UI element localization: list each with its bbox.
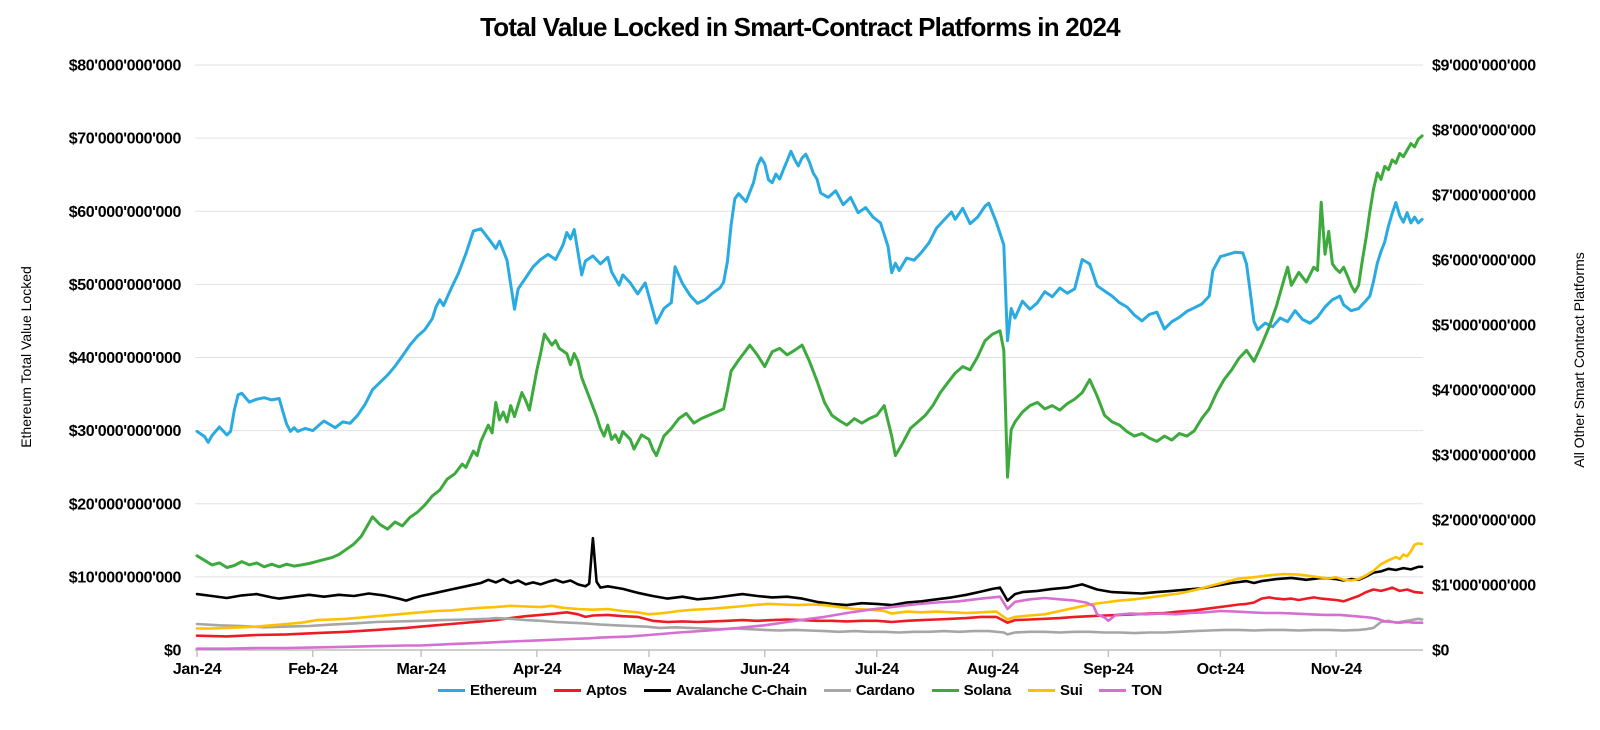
legend-label: TON — [1131, 682, 1162, 699]
svg-text:$0: $0 — [164, 643, 181, 660]
svg-text:$20'000'000'000: $20'000'000'000 — [69, 496, 182, 513]
svg-text:$9'000'000'000: $9'000'000'000 — [1432, 58, 1536, 75]
svg-text:May-24: May-24 — [623, 661, 675, 678]
legend-label: Solana — [963, 682, 1012, 699]
svg-text:$50'000'000'000: $50'000'000'000 — [69, 277, 182, 294]
legend-label: Ethereum — [470, 682, 537, 699]
svg-text:$8'000'000'000: $8'000'000'000 — [1432, 123, 1536, 140]
svg-text:$5'000'000'000: $5'000'000'000 — [1432, 318, 1536, 335]
legend-label: Sui — [1060, 682, 1083, 699]
svg-text:$2'000'000'000: $2'000'000'000 — [1432, 513, 1536, 530]
legend-label: Cardano — [855, 682, 915, 699]
svg-text:$80'000'000'000: $80'000'000'000 — [69, 58, 182, 75]
svg-text:$30'000'000'000: $30'000'000'000 — [69, 423, 182, 440]
svg-text:Jan-24: Jan-24 — [173, 661, 222, 678]
aptos-line-swatch — [553, 689, 581, 692]
legend-item-ethereum: Ethereum — [438, 682, 537, 699]
sui-line-swatch — [1028, 689, 1056, 692]
right-axis-title: All Other Smart Contract Platforms — [1571, 252, 1587, 468]
legend-item-avalanche: Avalanche C-Chain — [643, 682, 807, 699]
svg-text:$3'000'000'000: $3'000'000'000 — [1432, 448, 1536, 465]
avalanche-line-swatch — [643, 689, 671, 692]
svg-text:$70'000'000'000: $70'000'000'000 — [69, 131, 182, 148]
svg-text:Mar-24: Mar-24 — [397, 661, 447, 678]
ton-line-swatch — [1099, 689, 1127, 692]
cardano-line-swatch — [823, 689, 851, 692]
legend-label: Avalanche C-Chain — [675, 682, 807, 699]
chart-title: Total Value Locked in Smart-Contract Pla… — [480, 12, 1121, 42]
svg-text:$1'000'000'000: $1'000'000'000 — [1432, 578, 1536, 595]
svg-text:$60'000'000'000: $60'000'000'000 — [69, 204, 182, 221]
svg-text:$4'000'000'000: $4'000'000'000 — [1432, 383, 1536, 400]
svg-text:Jun-24: Jun-24 — [740, 661, 790, 678]
svg-text:$6'000'000'000: $6'000'000'000 — [1432, 253, 1536, 270]
legend-item-ton: TON — [1099, 682, 1162, 699]
svg-text:Sep-24: Sep-24 — [1083, 661, 1134, 678]
svg-text:$0: $0 — [1432, 643, 1449, 660]
svg-text:Apr-24: Apr-24 — [513, 661, 562, 678]
svg-text:$7'000'000'000: $7'000'000'000 — [1432, 188, 1536, 205]
svg-text:Aug-24: Aug-24 — [967, 661, 1019, 678]
left-axis-title: Ethereum Total Value Locked — [18, 266, 34, 448]
svg-text:Feb-24: Feb-24 — [288, 661, 338, 678]
svg-text:Nov-24: Nov-24 — [1311, 661, 1362, 678]
legend-label: Aptos — [585, 682, 627, 699]
svg-text:Oct-24: Oct-24 — [1197, 661, 1245, 678]
legend-item-solana: Solana — [931, 682, 1012, 699]
legend-item-sui: Sui — [1028, 682, 1083, 699]
svg-text:$40'000'000'000: $40'000'000'000 — [69, 350, 182, 367]
legend-item-cardano: Cardano — [823, 682, 915, 699]
solana-line-swatch — [931, 689, 959, 692]
svg-text:$10'000'000'000: $10'000'000'000 — [69, 569, 182, 586]
legend: Ethereum Aptos Avalanche C-Chain Cardano… — [0, 682, 1600, 699]
legend-item-aptos: Aptos — [553, 682, 627, 699]
svg-text:Jul-24: Jul-24 — [855, 661, 899, 678]
ethereum-line-swatch — [438, 689, 466, 692]
